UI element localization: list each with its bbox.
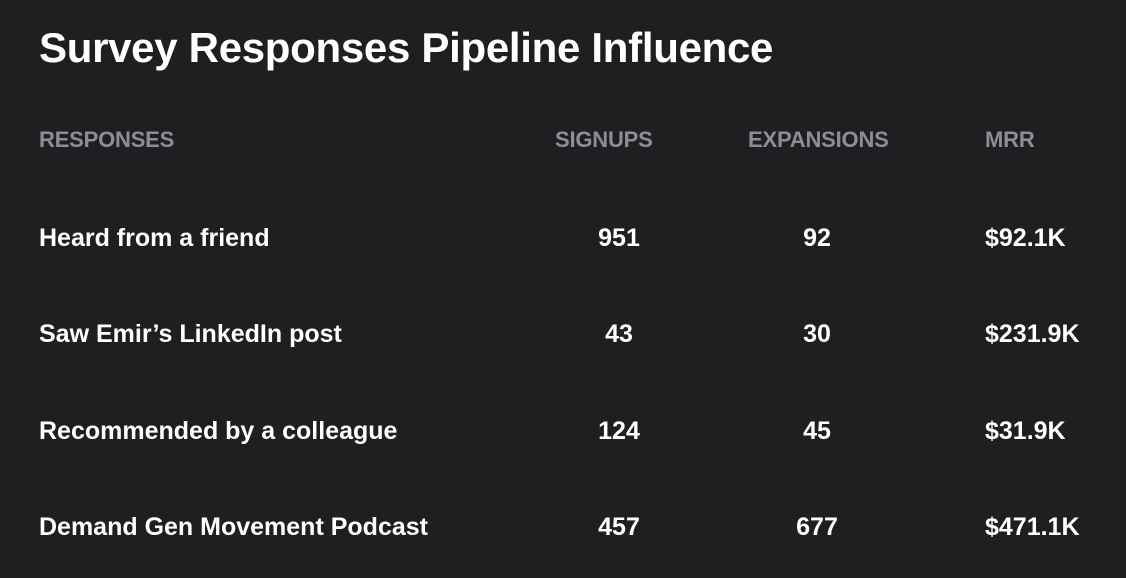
response-cell: Heard from a friend	[39, 224, 270, 252]
signups-cell: 951	[598, 224, 640, 252]
column-header-expansions: EXPANSIONS	[748, 127, 889, 152]
column-header-signups: SIGNUPS	[555, 127, 653, 152]
expansions-cell: 677	[796, 513, 838, 541]
table-row: Demand Gen Movement Podcast 457 677 $471…	[0, 507, 1126, 547]
expansions-cell: 45	[803, 417, 831, 445]
mrr-cell: $471.1K	[985, 513, 1080, 541]
table-row: Saw Emir’s LinkedIn post 43 30 $231.9K	[0, 314, 1126, 354]
mrr-cell: $231.9K	[985, 320, 1080, 348]
response-cell: Saw Emir’s LinkedIn post	[39, 320, 342, 348]
column-header-responses: RESPONSES	[39, 127, 175, 152]
table-row: Heard from a friend 951 92 $92.1K	[0, 218, 1126, 258]
expansions-cell: 30	[803, 320, 831, 348]
column-header-mrr: MRR	[985, 127, 1035, 152]
table-row: Recommended by a colleague 124 45 $31.9K	[0, 411, 1126, 451]
signups-cell: 124	[598, 417, 640, 445]
mrr-cell: $31.9K	[985, 417, 1066, 445]
expansions-cell: 92	[803, 224, 831, 252]
mrr-cell: $92.1K	[985, 224, 1066, 252]
response-cell: Recommended by a colleague	[39, 417, 398, 445]
signups-cell: 43	[605, 320, 633, 348]
page-title: Survey Responses Pipeline Influence	[39, 24, 774, 71]
response-cell: Demand Gen Movement Podcast	[39, 513, 428, 541]
signups-cell: 457	[598, 513, 640, 541]
